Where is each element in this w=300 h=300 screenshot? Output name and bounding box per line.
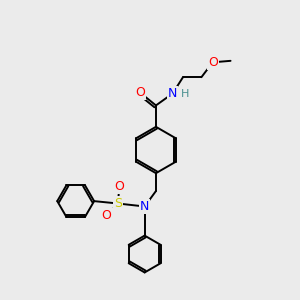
Text: O: O [136, 86, 146, 99]
Text: N: N [140, 200, 149, 213]
Text: O: O [208, 56, 218, 69]
Text: S: S [114, 197, 122, 210]
Text: O: O [114, 180, 124, 193]
Text: O: O [102, 209, 112, 223]
Text: H: H [181, 89, 189, 99]
Text: N: N [168, 87, 177, 100]
